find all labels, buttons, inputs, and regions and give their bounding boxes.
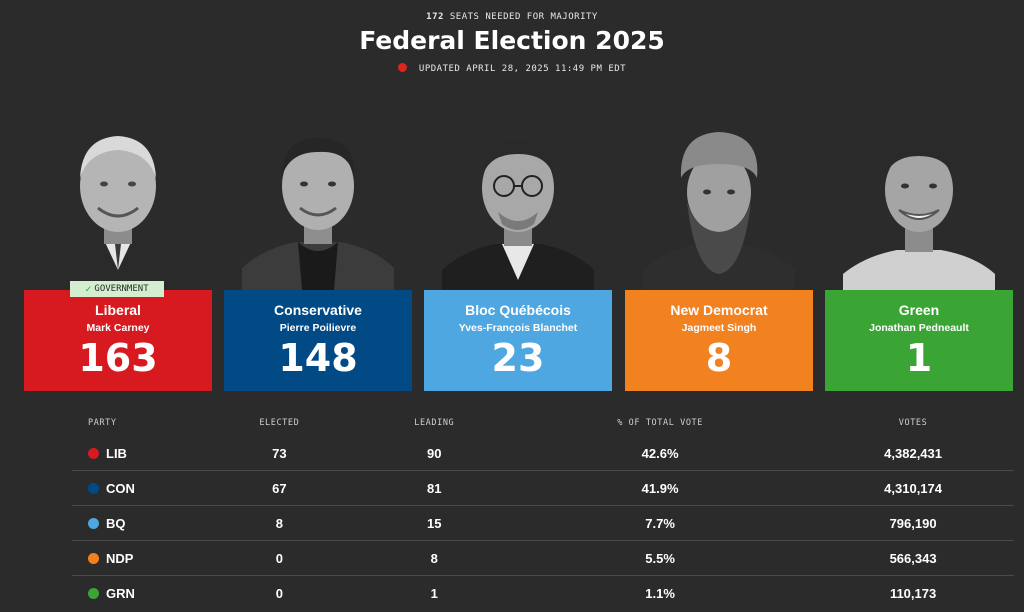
column-header-vote-share: % OF TOTAL VOTE xyxy=(617,418,703,428)
candidate-conservative[interactable]: Conservative Pierre Poilievre 148 xyxy=(224,120,412,392)
page-title: Federal Election 2025 xyxy=(359,26,665,55)
party-card: New Democrat Jagmeet Singh 8 xyxy=(625,290,813,391)
leader-portrait-icon xyxy=(825,120,1013,290)
party-card: Bloc Québécois Yves-François Blanchet 23 xyxy=(424,290,612,391)
badge-label: GOVERNMENT xyxy=(94,284,149,294)
party-cell: LIB xyxy=(72,436,198,471)
elected-cell: 8 xyxy=(198,505,361,541)
party-code: NDP xyxy=(106,550,134,566)
elected-cell: 0 xyxy=(198,540,361,576)
column-header-leading: LEADING xyxy=(414,418,455,428)
party-card: Liberal Mark Carney 163 xyxy=(24,290,212,391)
party-name: Liberal xyxy=(95,302,141,318)
leader-name: Yves-François Blanchet xyxy=(458,322,578,334)
results-table: PARTY ELECTED LEADING % OF TOTAL VOTE VO… xyxy=(72,410,1014,610)
majority-number: 172 xyxy=(426,12,444,22)
party-color-dot-icon xyxy=(88,552,99,564)
elected-cell: 67 xyxy=(198,470,361,506)
vote-share-cell: 42.6% xyxy=(641,445,679,461)
seat-count: 163 xyxy=(78,336,158,380)
elected-cell: 0 xyxy=(198,575,361,610)
table-row[interactable]: GRN 0 1 1.1% 110,173 xyxy=(72,575,1014,610)
vote-share-cell: 1.1% xyxy=(508,575,813,610)
update-timestamp: UPDATED APRIL 28, 2025 11:49 PM EDT xyxy=(418,64,627,74)
leading-cell: 90 xyxy=(427,445,442,461)
candidate-bloc-quebecois[interactable]: Bloc Québécois Yves-François Blanchet 23 xyxy=(424,120,612,392)
seat-count: 148 xyxy=(278,336,358,380)
leading-cell: 81 xyxy=(360,470,509,506)
seat-count: 1 xyxy=(905,336,933,380)
leading-cell: 8 xyxy=(360,540,509,576)
table-row[interactable]: NDP 0 8 5.5% 566,343 xyxy=(72,540,1014,576)
party-name: Bloc Québécois xyxy=(465,302,571,318)
leading-cell: 15 xyxy=(360,505,509,541)
party-name: New Democrat xyxy=(670,302,768,318)
party-card: Green Jonathan Pedneault 1 xyxy=(825,290,1013,391)
votes-cell: 4,382,431 xyxy=(884,445,942,461)
table-row[interactable]: LIB 73 90 42.6% 4,382,431 xyxy=(72,436,1014,471)
seat-count: 23 xyxy=(491,336,545,380)
votes-cell: 566,343 xyxy=(812,540,1014,576)
leader-portrait-icon xyxy=(424,120,612,290)
party-cell: CON xyxy=(72,470,199,506)
vote-share-cell: 7.7% xyxy=(508,505,813,541)
party-color-dot-icon xyxy=(88,587,99,599)
table-row[interactable]: BQ 8 15 7.7% 796,190 xyxy=(72,505,1014,541)
candidate-new-democrat[interactable]: New Democrat Jagmeet Singh 8 xyxy=(625,120,813,392)
update-status: UPDATED APRIL 28, 2025 11:49 PM EDT xyxy=(0,63,1024,74)
party-code: BQ xyxy=(106,515,126,531)
checkmark-icon: ✓ xyxy=(85,283,92,295)
elected-cell: 73 xyxy=(272,445,287,461)
party-code: GRN xyxy=(106,585,135,601)
party-cell: GRN xyxy=(72,575,199,610)
candidate-green[interactable]: Green Jonathan Pedneault 1 xyxy=(825,120,1013,392)
votes-cell: 4,310,174 xyxy=(812,470,1014,506)
leader-name: Mark Carney xyxy=(86,322,150,334)
party-name: Green xyxy=(898,302,940,318)
majority-threshold: 172 SEATS NEEDED FOR MAJORITY xyxy=(0,12,1024,22)
vote-share-cell: 41.9% xyxy=(508,470,813,506)
leader-portrait-icon xyxy=(24,120,212,290)
party-code: CON xyxy=(106,480,135,496)
table-row[interactable]: CON 67 81 41.9% 4,310,174 xyxy=(72,470,1014,506)
party-color-dot-icon xyxy=(88,517,99,529)
vote-share-cell: 5.5% xyxy=(508,540,813,576)
seat-count: 8 xyxy=(705,336,733,380)
leader-name: Jonathan Pedneault xyxy=(869,322,969,334)
party-code: LIB xyxy=(106,445,127,461)
column-header-elected: ELECTED xyxy=(259,418,300,428)
column-header-party: PARTY xyxy=(88,418,117,428)
live-indicator-icon xyxy=(397,63,407,72)
votes-cell: 110,173 xyxy=(812,575,1014,610)
leader-portrait-icon xyxy=(224,120,412,290)
leading-cell: 1 xyxy=(360,575,509,610)
party-cell: BQ xyxy=(72,505,199,541)
party-name: Conservative xyxy=(274,302,362,318)
table-header-row: PARTY ELECTED LEADING % OF TOTAL VOTE VO… xyxy=(72,410,1014,436)
government-badge: ✓ GOVERNMENT xyxy=(70,281,164,297)
leader-name: Pierre Poilievre xyxy=(279,322,357,334)
column-header-votes: VOTES xyxy=(898,418,928,428)
party-color-dot-icon xyxy=(88,447,99,459)
candidate-liberal[interactable]: Liberal Mark Carney 163 ✓ GOVERNMENT xyxy=(24,120,212,392)
leader-portrait-icon xyxy=(625,120,813,290)
party-cell: NDP xyxy=(72,540,199,576)
majority-text: SEATS NEEDED FOR MAJORITY xyxy=(449,12,598,22)
votes-cell: 796,190 xyxy=(812,505,1014,541)
party-color-dot-icon xyxy=(88,482,99,494)
leader-name: Jagmeet Singh xyxy=(681,322,757,334)
party-card: Conservative Pierre Poilievre 148 xyxy=(224,290,412,391)
